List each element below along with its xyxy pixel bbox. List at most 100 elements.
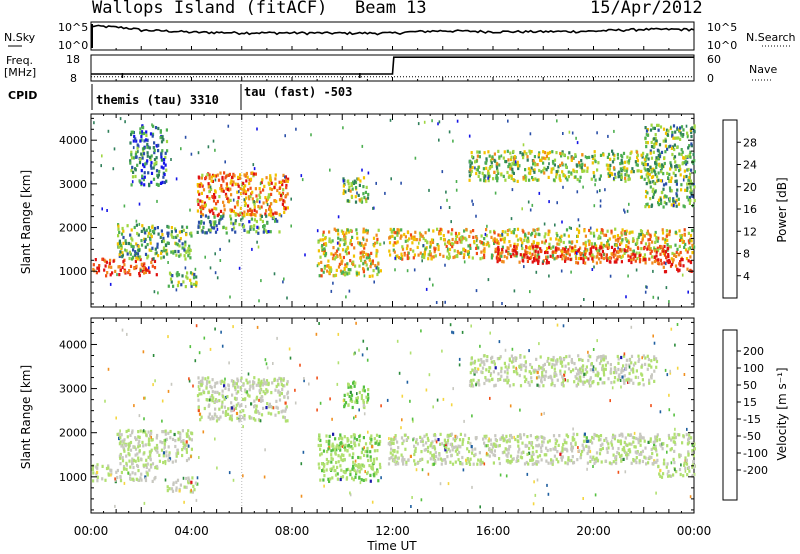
- power-cell-r4: [211, 179, 214, 183]
- power-cell-r10: [493, 152, 496, 156]
- power-cell-r4: [242, 182, 245, 186]
- velocity-cell-r7: [473, 359, 477, 363]
- power-cell-r8: [625, 237, 628, 242]
- velocity-cell-r7: [622, 369, 625, 373]
- power-cell-r10: [609, 163, 612, 167]
- velocity-cell-r4: [362, 464, 366, 468]
- power-cell-r6: [362, 270, 365, 274]
- power-cell-r10: [516, 179, 519, 183]
- power-cell-r1: [148, 248, 151, 252]
- power-speck: [138, 202, 141, 206]
- power-cell-r1: [183, 248, 186, 252]
- power-cell-r12: [686, 195, 689, 199]
- velocity-cell-r7: [492, 360, 495, 364]
- velocity-cell-r6: [519, 455, 522, 459]
- power-cell-r5: [218, 219, 221, 223]
- power-cell-r12: [656, 175, 659, 179]
- power-cell-r8: [596, 251, 599, 255]
- power-cell-r8: [446, 249, 449, 253]
- velocity-cell-r7: [556, 378, 559, 382]
- power-cell-r4: [257, 205, 260, 209]
- power-cell-r8: [404, 239, 407, 243]
- power-cell-r8: [574, 254, 578, 259]
- power-cell-r8: [627, 241, 630, 245]
- power-cell-r7: [347, 179, 350, 183]
- velocity-cell-r6: [606, 450, 609, 454]
- power-cell-r2: [163, 180, 166, 185]
- power-cell-r10: [559, 178, 562, 183]
- power-cell-r10: [572, 168, 575, 172]
- power-cell-r0: [127, 271, 130, 275]
- power-cell-r2: [155, 169, 159, 173]
- power-cell-r10: [490, 164, 494, 169]
- velocity-cell-r6: [579, 456, 582, 460]
- power-cell-r10: [607, 152, 611, 156]
- power-cell-r0: [147, 268, 150, 273]
- power-cell-r9: [559, 254, 562, 258]
- velocity-cell-r6: [610, 443, 614, 447]
- velocity-cell-r6: [651, 462, 654, 466]
- power-cell-r8: [419, 251, 422, 255]
- power-cell-r8: [621, 254, 624, 258]
- velocity-cell-r6: [613, 437, 616, 441]
- freq-strip-lines: [91, 56, 694, 78]
- velocity-cell-r3: [271, 381, 274, 385]
- power-cell-r10: [630, 170, 633, 174]
- velocity-cell-r3: [229, 414, 232, 418]
- velocity-cell-r1: [167, 445, 170, 449]
- power-cell-r10: [579, 175, 582, 179]
- power-cell-r12: [658, 154, 662, 159]
- velocity-cell-r3: [266, 389, 269, 393]
- velocity-cell-r4: [325, 468, 328, 472]
- velocity-cell-r0: [137, 478, 140, 482]
- power-cell-r1: [137, 244, 140, 248]
- power-cell-r10: [625, 173, 628, 177]
- power-cell-r0: [97, 266, 100, 270]
- velocity-cell-r6: [519, 433, 522, 438]
- power-speck: [363, 274, 366, 278]
- noise-tick-right-top: 10^5: [707, 21, 737, 34]
- power-cell-r8: [444, 242, 447, 246]
- power-cell-r10: [636, 155, 639, 159]
- power-cell-r12: [675, 182, 678, 186]
- power-cell-r8: [452, 255, 455, 260]
- power-cell-r8: [668, 233, 671, 237]
- power-cell-r7: [359, 179, 362, 183]
- power-cell-r8: [617, 239, 620, 243]
- power-cell-r9: [590, 250, 593, 254]
- velocity-cell-r1: [163, 439, 166, 443]
- velocity-cell-r6: [661, 447, 664, 451]
- power-cell-r8: [647, 232, 650, 236]
- power-cell-r12: [693, 130, 696, 134]
- velocity-cell-r1: [138, 449, 141, 453]
- power-cell-r10: [495, 164, 498, 168]
- power-cell-r8: [493, 241, 496, 245]
- power-cell-r12: [684, 155, 688, 159]
- power-cell-r5: [261, 219, 264, 224]
- power-cell-r4: [250, 213, 253, 217]
- power-cell-r8: [516, 227, 520, 231]
- power-cell-r2: [152, 177, 156, 181]
- velocity-cell-r6: [450, 442, 454, 447]
- velocity-cell-r6: [611, 446, 614, 450]
- power-cell-r10: [558, 174, 561, 178]
- power-cell-r4: [230, 175, 234, 179]
- power-cell-r4: [274, 177, 277, 181]
- power-cell-r1: [124, 239, 127, 243]
- velocity-cell-r7: [587, 354, 590, 358]
- power-cell-r4: [249, 186, 252, 190]
- power-cell-r12: [664, 139, 667, 143]
- velocity-cell-r6: [606, 440, 609, 444]
- power-cell-r6: [331, 257, 335, 261]
- power-speck: [548, 274, 550, 278]
- power-cell-r9: [568, 253, 571, 257]
- velocity-cell-r6: [654, 437, 657, 441]
- velocity-cell-r3: [226, 395, 229, 399]
- power-cell-r4: [234, 213, 237, 217]
- power-cell-r10: [555, 170, 558, 174]
- velocity-cell-r1: [118, 442, 121, 446]
- power-cell-r2: [162, 166, 165, 170]
- power-speck: [472, 202, 474, 206]
- power-cell-r8: [675, 254, 678, 258]
- power-cell-r1: [144, 237, 147, 242]
